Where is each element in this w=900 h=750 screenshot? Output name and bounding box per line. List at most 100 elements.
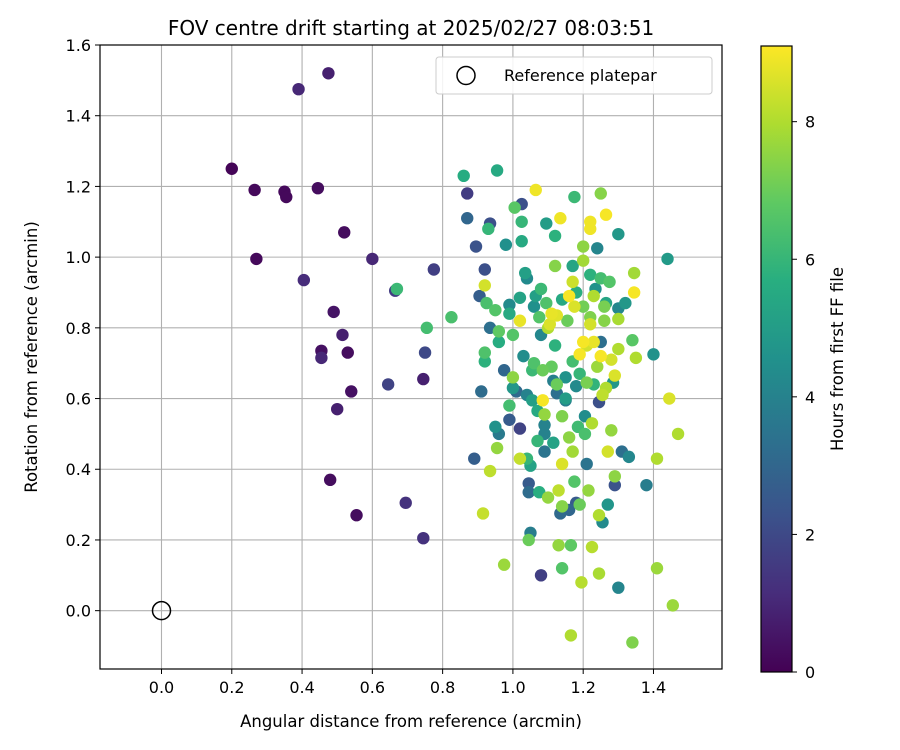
data-point [531, 434, 544, 448]
data-point [566, 275, 579, 289]
data-point [594, 187, 607, 200]
data-point [338, 226, 351, 239]
data-point [478, 346, 491, 359]
data-point [536, 394, 549, 407]
data-point [478, 279, 491, 292]
data-points [225, 67, 685, 649]
data-point [552, 484, 565, 497]
data-point [506, 381, 520, 395]
y-tick-label: 0.6 [66, 390, 91, 409]
data-point [489, 420, 502, 434]
data-point [603, 275, 616, 289]
data-point [555, 500, 569, 513]
data-point [540, 296, 553, 310]
data-point [350, 509, 363, 522]
colorbar-gradient [760, 45, 793, 673]
data-point [478, 355, 491, 368]
x-axis-label: Angular distance from reference (arcmin) [240, 712, 582, 731]
data-point [311, 181, 325, 195]
x-tick-label: 0.4 [289, 678, 314, 697]
legend-entry-reference: Reference platepar [504, 66, 657, 85]
data-point [534, 569, 548, 582]
data-point [584, 268, 597, 282]
data-point [555, 410, 569, 423]
data-point [627, 286, 641, 299]
data-point [605, 424, 618, 437]
data-point [538, 445, 551, 458]
data-point [555, 562, 569, 575]
data-point [497, 558, 511, 571]
data-point [331, 402, 344, 416]
data-point [250, 252, 263, 266]
colorbar-tick-label: 0 [805, 663, 815, 682]
data-point [548, 339, 562, 352]
y-tick-label: 1.0 [66, 248, 91, 267]
data-point [608, 478, 622, 492]
data-point [541, 491, 555, 504]
data-point [587, 335, 600, 349]
data-point [506, 371, 520, 384]
data-point [323, 473, 337, 487]
data-point [381, 378, 395, 391]
y-tick-label: 0.0 [66, 602, 91, 621]
data-point [573, 498, 586, 511]
data-point [538, 408, 551, 421]
data-point [527, 356, 541, 370]
data-point [366, 252, 379, 266]
data-point [534, 282, 548, 296]
data-point [417, 372, 430, 386]
data-point [476, 507, 490, 520]
data-point [503, 298, 516, 312]
data-point [522, 477, 535, 490]
data-point [601, 498, 614, 511]
x-tick-label: 0.0 [149, 678, 174, 697]
data-point [568, 190, 581, 204]
data-point [580, 457, 593, 471]
data-point [612, 342, 625, 356]
data-point [554, 212, 567, 225]
y-tick-label: 0.2 [66, 531, 91, 550]
data-point [478, 263, 491, 276]
data-point [575, 576, 588, 589]
data-point [517, 349, 530, 363]
data-point [627, 266, 641, 280]
data-point [573, 367, 586, 380]
data-point [527, 300, 541, 313]
y-axis-label: Rotation from reference (arcmin) [22, 221, 41, 493]
data-point [469, 240, 483, 253]
data-point [626, 636, 639, 649]
data-point [591, 360, 604, 373]
data-point [345, 385, 358, 398]
data-point [568, 300, 581, 313]
data-point [585, 540, 599, 554]
data-point [417, 531, 430, 545]
data-point [612, 581, 625, 594]
data-point [663, 392, 676, 405]
data-point [650, 452, 664, 465]
data-point [513, 452, 527, 465]
colorbar-ticks: 0 2 4 6 8 [792, 113, 815, 682]
data-point [550, 378, 564, 391]
colorbar-tick-label: 6 [805, 250, 815, 269]
x-tick-label: 0.2 [219, 678, 244, 697]
data-point [513, 291, 527, 304]
data-point [482, 222, 495, 236]
legend: Reference platepar [435, 56, 713, 95]
data-point [584, 222, 597, 236]
data-point [555, 457, 569, 471]
data-point [515, 235, 528, 248]
data-point [612, 227, 625, 241]
reference-platepar-marker [151, 600, 172, 621]
data-point [545, 307, 558, 320]
data-point [582, 484, 595, 497]
data-point [468, 452, 481, 465]
data-point [526, 394, 539, 407]
grid [100, 44, 722, 669]
data-point [341, 346, 354, 359]
data-point [559, 392, 572, 405]
data-point [562, 431, 576, 444]
data-point [605, 353, 618, 366]
x-tick-label: 1.0 [500, 678, 525, 697]
data-point [540, 217, 553, 230]
